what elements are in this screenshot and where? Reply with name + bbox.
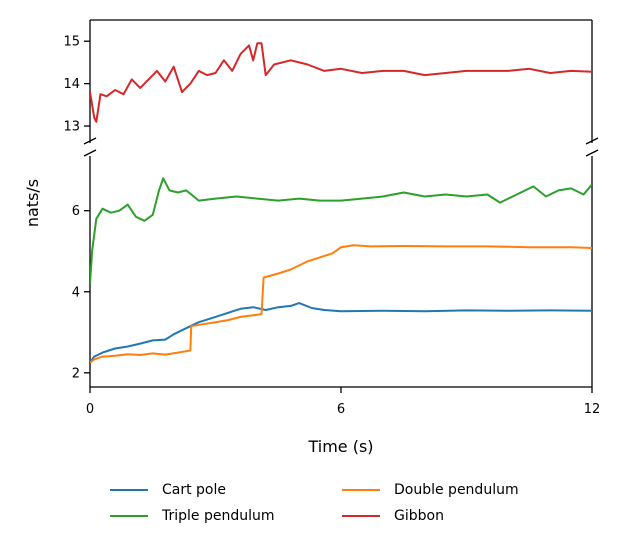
series-line-triple-pendulum — [90, 177, 592, 284]
y-tick-label: 2 — [72, 366, 80, 381]
lower-panel-frame — [89, 156, 593, 388]
lower-series-group — [90, 177, 592, 364]
line-chart: 13 14 15 2 4 6 0 6 12 Time (s) nats/s — [23, 19, 600, 456]
legend-swatch-cart-pole — [110, 489, 148, 491]
legend-label: Triple pendulum — [162, 508, 275, 524]
upper-series-group — [90, 42, 592, 123]
x-tick-label: 12 — [584, 402, 601, 417]
y-tick-label: 6 — [72, 204, 80, 219]
axis-break-marks — [83, 137, 599, 157]
x-tick-label: 0 — [86, 402, 94, 417]
y-axis-ticks-upper: 13 14 15 — [63, 35, 90, 135]
legend-item-cart-pole: Cart pole — [110, 480, 342, 500]
legend-item-double-pendulum: Double pendulum — [342, 480, 574, 500]
y-tick-label: 15 — [63, 35, 80, 50]
legend-item-gibbon: Gibbon — [342, 506, 574, 526]
legend-label: Gibbon — [394, 508, 444, 524]
x-axis-label: Time (s) — [307, 437, 373, 456]
x-axis-ticks: 0 6 12 — [86, 387, 600, 417]
series-line-gibbon — [90, 42, 592, 123]
series-line-cart-pole — [90, 302, 592, 364]
y-tick-label: 4 — [72, 285, 80, 300]
upper-panel-frame — [89, 19, 593, 143]
y-axis-label: nats/s — [23, 179, 42, 227]
x-tick-label: 6 — [337, 402, 345, 417]
y-axis-ticks-lower: 2 4 6 — [72, 204, 90, 381]
legend-label: Cart pole — [162, 482, 227, 498]
legend-item-triple-pendulum: Triple pendulum — [110, 506, 342, 526]
y-tick-label: 13 — [63, 120, 80, 135]
y-tick-label: 14 — [63, 77, 80, 92]
legend-swatch-gibbon — [342, 515, 380, 517]
legend-swatch-triple-pendulum — [110, 515, 148, 517]
legend: Cart pole Double pendulum Triple pendulu… — [110, 480, 580, 526]
legend-label: Double pendulum — [394, 482, 519, 498]
legend-swatch-double-pendulum — [342, 489, 380, 491]
series-line-double-pendulum — [90, 244, 592, 364]
